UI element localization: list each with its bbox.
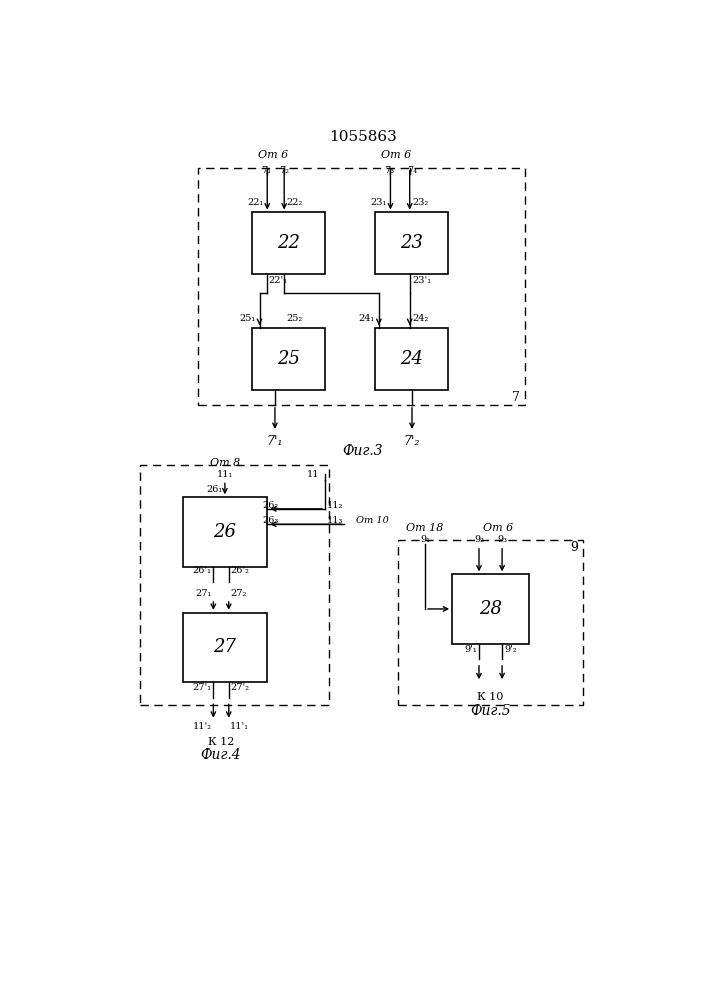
Text: От 10: От 10 (356, 516, 389, 525)
Text: 7'₁: 7'₁ (267, 435, 283, 448)
Bar (252, 328, 325, 389)
Text: 23: 23 (400, 234, 423, 252)
Text: 26'₁: 26'₁ (193, 566, 212, 575)
Text: 7: 7 (512, 391, 520, 404)
Text: От 6: От 6 (258, 150, 288, 160)
Text: 24: 24 (400, 350, 423, 368)
Bar (182, 497, 267, 567)
Text: От 6: От 6 (483, 523, 513, 533)
Text: 9'₁: 9'₁ (464, 645, 477, 654)
Text: 7'₂: 7'₂ (404, 435, 420, 448)
Text: 11₂: 11₂ (327, 500, 344, 510)
Text: 11₃: 11₃ (327, 516, 344, 525)
Text: 9₂: 9₂ (474, 535, 484, 544)
Text: 27: 27 (214, 638, 236, 656)
Text: От 8: От 8 (210, 458, 240, 468)
Text: 25₂: 25₂ (286, 314, 303, 323)
Bar (140, 465, 329, 705)
Text: 28: 28 (479, 600, 502, 618)
Bar (398, 540, 583, 705)
Text: 25: 25 (277, 350, 300, 368)
Text: 26: 26 (214, 523, 236, 541)
Text: Фиг.5: Фиг.5 (470, 704, 511, 718)
Text: 22: 22 (277, 234, 300, 252)
Text: 24₂: 24₂ (412, 314, 428, 323)
Text: 9'₂: 9'₂ (504, 645, 517, 654)
Text: 1055863: 1055863 (329, 130, 397, 144)
Text: 27'₂: 27'₂ (230, 683, 250, 692)
Text: 22₂: 22₂ (286, 198, 303, 207)
Text: 23₁: 23₁ (370, 198, 387, 207)
Text: 26₂: 26₂ (263, 500, 279, 510)
Text: 11'₂: 11'₂ (193, 722, 212, 731)
Text: 26₃: 26₃ (262, 516, 279, 525)
Text: 22'₁: 22'₁ (269, 276, 288, 285)
Text: 7₂: 7₂ (279, 166, 289, 175)
Bar (375, 328, 448, 389)
Bar (182, 613, 267, 682)
Text: 7₁: 7₁ (261, 166, 271, 175)
Text: 26₁: 26₁ (206, 485, 223, 494)
Bar (252, 212, 325, 274)
Text: 25₁: 25₁ (240, 314, 256, 323)
Text: 11₁: 11₁ (217, 470, 233, 479)
Text: 9₁: 9₁ (420, 535, 430, 544)
Text: 24₁: 24₁ (358, 314, 375, 323)
Text: 22₁: 22₁ (247, 198, 264, 207)
Bar (452, 574, 529, 644)
Text: К 12: К 12 (208, 737, 234, 747)
Text: 23₂: 23₂ (412, 198, 428, 207)
Text: К 10: К 10 (477, 692, 503, 702)
Text: 9₃: 9₃ (497, 535, 507, 544)
Text: 7₄: 7₄ (407, 166, 417, 175)
Text: От 18: От 18 (407, 523, 444, 533)
Bar (375, 212, 448, 274)
Text: 26'₂: 26'₂ (230, 566, 249, 575)
Text: 7₃: 7₃ (384, 166, 394, 175)
Text: 11'₁: 11'₁ (230, 722, 250, 731)
Bar (198, 168, 525, 405)
Text: 27₂: 27₂ (230, 589, 247, 598)
Text: От 6: От 6 (382, 150, 411, 160)
Text: 9: 9 (570, 541, 578, 554)
Text: 11: 11 (308, 470, 320, 479)
Text: Фиг.4: Фиг.4 (201, 748, 241, 762)
Text: 27₁: 27₁ (195, 589, 212, 598)
Text: Фиг.3: Фиг.3 (342, 444, 383, 458)
Text: 27'₁: 27'₁ (193, 683, 212, 692)
Text: 23'₁: 23'₁ (412, 276, 431, 285)
